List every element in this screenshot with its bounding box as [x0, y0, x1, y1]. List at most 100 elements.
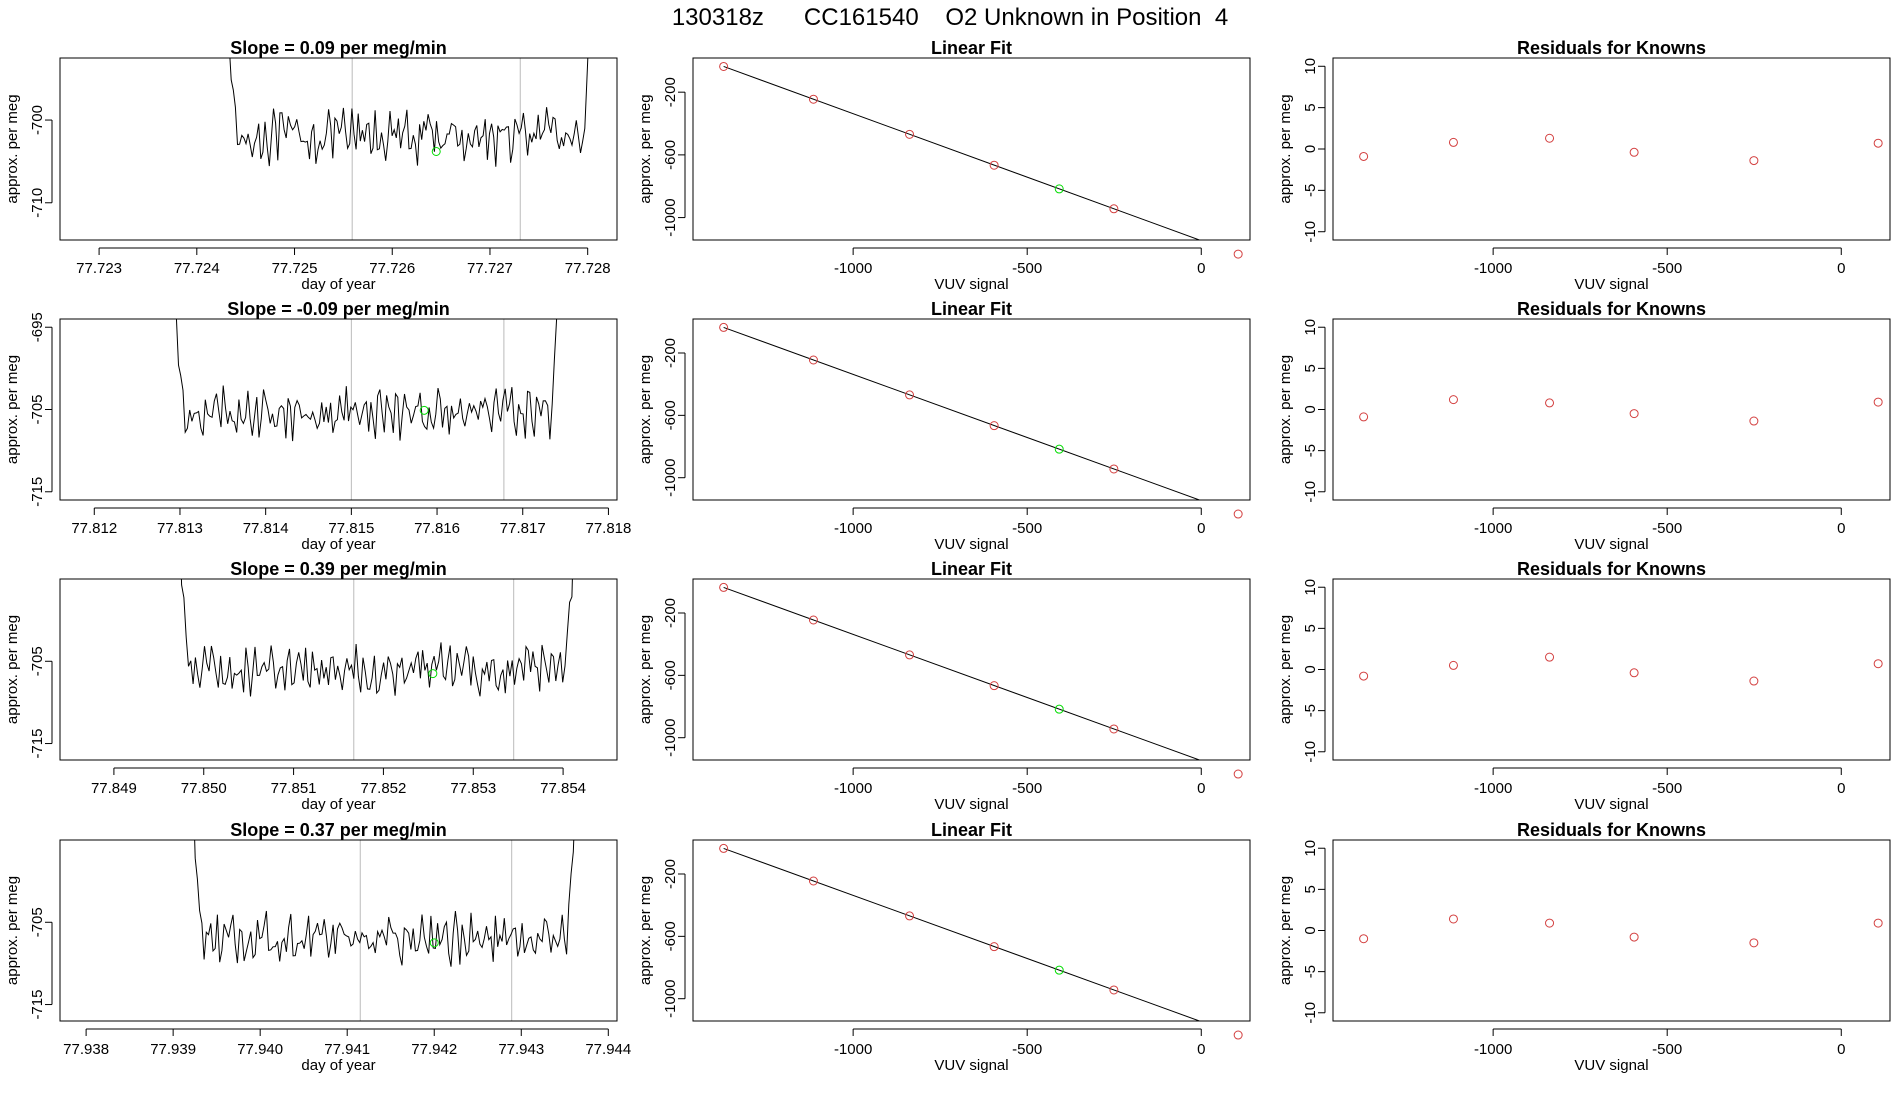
plot-frame-r1-trace — [59, 318, 618, 501]
x-tick-label-r2-residuals: -500 — [1652, 780, 1682, 797]
x-tick-label-r2-trace: 77.852 — [360, 780, 406, 797]
residual-point-r0-residuals — [1359, 151, 1369, 161]
page-title: 130318z CC161540 O2 Unknown in Position … — [671, 4, 1229, 31]
plot-frame-r2-trace — [59, 578, 618, 761]
known-point-r3-fit — [1109, 985, 1119, 995]
plot-frame-r3-residuals — [1332, 839, 1891, 1022]
x-tick-label-r3-trace: 77.944 — [585, 1041, 631, 1058]
chart-title-r1-trace: Slope = -0.09 per meg/min — [227, 299, 450, 319]
plot-frame-r1-fit — [692, 318, 1251, 501]
known-point-r3-fit — [1233, 1030, 1243, 1040]
known-point-r2-fit — [808, 615, 818, 625]
x-tick-label-r0-trace: 77.727 — [467, 260, 513, 277]
x-tick-label-r1-trace: 77.818 — [585, 520, 631, 537]
y-tick-label-r1-residuals: 5 — [1302, 364, 1319, 372]
x-axis-label-r2-trace: day of year — [301, 796, 375, 813]
y-axis-label-r3-fit: approx. per meg — [637, 876, 654, 985]
residual-point-r1-residuals — [1545, 398, 1555, 408]
unknown-marker-r3-trace — [429, 938, 439, 948]
y-tick-label-r2-residuals: -5 — [1302, 704, 1319, 717]
plot-frame-r0-residuals — [1332, 57, 1891, 241]
x-tick-label-r2-trace: 77.849 — [91, 780, 137, 797]
chart-title-r3-fit: Linear Fit — [931, 820, 1012, 840]
plot-area-r2-trace — [180, 579, 573, 760]
trace-line-r2-trace — [180, 579, 573, 697]
y-tick-label-r1-fit: -1000 — [662, 459, 679, 497]
y-tick-label-r3-residuals: 5 — [1302, 885, 1319, 893]
x-tick-label-r3-trace: 77.939 — [150, 1041, 196, 1058]
x-tick-label-r0-trace: 77.723 — [76, 260, 122, 277]
y-tick-label-r1-residuals: -5 — [1302, 444, 1319, 457]
chart-title-r2-trace: Slope = 0.39 per meg/min — [230, 559, 447, 579]
plot-frame-r1-residuals — [1332, 318, 1891, 501]
x-tick-label-r3-trace: 77.943 — [498, 1041, 544, 1058]
x-tick-label-r1-trace: 77.816 — [414, 520, 460, 537]
y-tick-label-r2-residuals: 5 — [1302, 624, 1319, 632]
x-axis-label-r3-fit: VUV signal — [934, 1057, 1008, 1074]
y-tick-label-r3-residuals: -10 — [1302, 1002, 1319, 1024]
known-point-r0-fit — [1109, 204, 1119, 214]
fit-line-r2-fit — [723, 586, 1201, 760]
y-tick-label-r1-residuals: -10 — [1302, 481, 1319, 503]
y-axis-label-r0-fit: approx. per meg — [637, 94, 654, 203]
known-point-r1-fit — [905, 390, 915, 400]
x-axis-label-r3-trace: day of year — [301, 1057, 375, 1074]
x-tick-label-r1-fit: -1000 — [834, 520, 872, 537]
y-tick-label-r3-fit: -1000 — [662, 980, 679, 1018]
x-tick-label-r1-residuals: -1000 — [1474, 520, 1512, 537]
residual-point-r3-residuals — [1629, 932, 1639, 942]
residual-point-r1-residuals — [1359, 412, 1369, 422]
y-tick-label-r2-residuals: -10 — [1302, 741, 1319, 763]
plot-frame-r0-fit — [692, 57, 1251, 241]
plot-area-r3-fit — [723, 847, 1201, 1021]
x-tick-label-r0-fit: -500 — [1012, 260, 1042, 277]
known-point-r2-fit — [719, 582, 729, 592]
panel-r1-fit: Linear Fit -1000 -500 0 VUV signal -200 -600 -1… — [637, 299, 1251, 553]
fit-line-r0-fit — [723, 65, 1201, 240]
residual-point-r2-residuals — [1629, 668, 1639, 678]
residual-point-r0-residuals — [1629, 147, 1639, 157]
panel-r2-trace: Slope = 0.39 per meg/min 77.849 77.850 77.8… — [4, 559, 618, 813]
chart-title-r2-residuals: Residuals for Knowns — [1517, 559, 1706, 579]
residual-point-r1-residuals — [1873, 397, 1883, 407]
unknown-marker-r2-trace — [428, 669, 438, 679]
y-axis-label-r1-residuals: approx. per meg — [1277, 355, 1294, 464]
residual-point-r1-residuals — [1749, 416, 1759, 426]
y-tick-label-r1-residuals: 0 — [1302, 405, 1319, 413]
x-tick-label-r2-trace: 77.853 — [450, 780, 496, 797]
known-point-r2-fit — [1233, 769, 1243, 779]
residual-point-r3-residuals — [1749, 938, 1759, 948]
y-tick-label-r0-fit: -600 — [662, 140, 679, 170]
x-axis-label-r1-trace: day of year — [301, 536, 375, 553]
x-tick-label-r0-residuals: -500 — [1652, 260, 1682, 277]
residual-point-r0-residuals — [1545, 133, 1555, 143]
known-point-r1-fit — [1109, 464, 1119, 474]
panel-r3-residuals: Residuals for Knowns -1000 -500 0 VUV signal… — [1277, 820, 1891, 1074]
x-tick-label-r1-trace: 77.814 — [243, 520, 289, 537]
y-axis-label-r0-trace: approx. per meg — [4, 94, 21, 203]
x-tick-label-r3-residuals: -1000 — [1474, 1041, 1512, 1058]
y-tick-label-r2-trace: -705 — [29, 646, 46, 676]
y-tick-label-r0-residuals: 0 — [1302, 145, 1319, 153]
known-point-r1-fit — [1233, 509, 1243, 519]
x-tick-label-r3-trace: 77.938 — [63, 1041, 109, 1058]
y-tick-label-r3-trace: -705 — [29, 907, 46, 937]
y-tick-label-r0-residuals: -10 — [1302, 221, 1319, 243]
x-tick-label-r2-residuals: 0 — [1837, 780, 1845, 797]
y-tick-label-r1-fit: -600 — [662, 400, 679, 430]
y-axis-label-r2-trace: approx. per meg — [4, 615, 21, 724]
y-tick-label-r0-trace: -710 — [29, 188, 46, 218]
residual-point-r1-residuals — [1629, 409, 1639, 419]
x-tick-label-r2-trace: 77.854 — [540, 780, 586, 797]
residual-point-r3-residuals — [1359, 934, 1369, 944]
y-axis-label-r3-residuals: approx. per meg — [1277, 876, 1294, 985]
chart-title-r2-fit: Linear Fit — [931, 559, 1012, 579]
x-tick-label-r3-trace: 77.941 — [324, 1041, 370, 1058]
known-point-r3-fit — [719, 843, 729, 853]
unknown-marker-r1-trace — [419, 405, 429, 415]
panel-r0-fit: Linear Fit -1000 -500 0 VUV signal -200 -600 -1… — [637, 38, 1251, 293]
y-tick-label-r2-fit: -1000 — [662, 719, 679, 757]
y-tick-label-r0-fit: -200 — [662, 77, 679, 107]
y-tick-label-r1-residuals: 10 — [1302, 319, 1319, 336]
plot-frame-r3-fit — [692, 839, 1251, 1022]
